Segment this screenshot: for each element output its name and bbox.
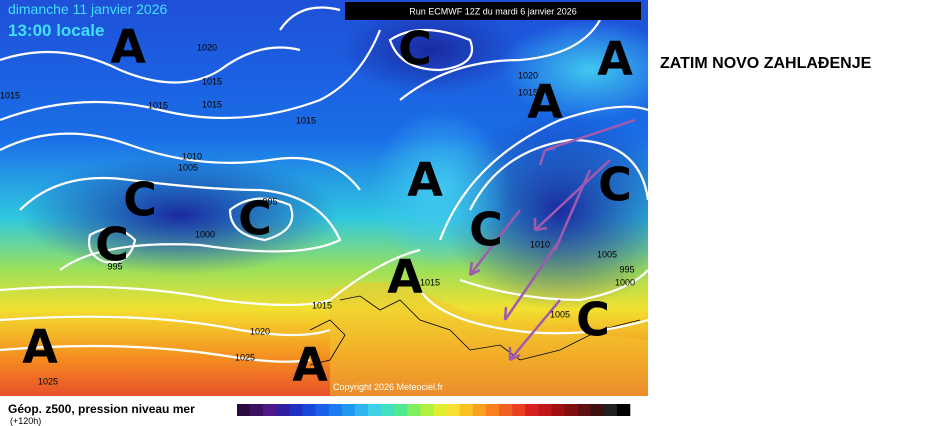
colorbar-swatch	[237, 404, 251, 416]
colorbar-swatch	[381, 404, 395, 416]
isobar-label: 995	[619, 264, 634, 274]
pressure-system: C	[123, 173, 157, 227]
run-box	[345, 2, 641, 20]
isobar-label: 1000	[615, 277, 635, 287]
colorbar-swatch	[485, 404, 500, 416]
colorbar-swatch	[512, 404, 526, 416]
colorbar-swatch	[446, 404, 460, 416]
colorbar-swatch	[603, 404, 618, 416]
pressure-system: A	[597, 32, 633, 86]
isobar-label: 1005	[597, 249, 617, 259]
colorbar-swatch	[420, 404, 434, 416]
isobar-label: 1020	[197, 42, 217, 52]
forecast-date: dimanche 11 janvier 2026	[8, 1, 168, 17]
isobar-label: 1020	[250, 326, 270, 336]
isobar-label: 1010	[530, 239, 550, 249]
pressure-system: A	[387, 250, 423, 304]
colorbar-swatch	[590, 404, 605, 416]
colorbar-swatch	[525, 404, 539, 416]
pressure-system: C	[469, 203, 503, 257]
lead-time: (+120h)	[10, 416, 41, 426]
pressure-system: A	[110, 20, 146, 74]
legend-title: Géop. z500, pression niveau mer	[8, 402, 195, 416]
colorbar-swatch	[459, 404, 474, 416]
colorbar-swatch	[263, 404, 277, 416]
pressure-system: A	[527, 75, 563, 129]
colorbar-swatch	[472, 404, 487, 416]
colorbar-swatch	[433, 404, 447, 416]
colorbar-swatch	[302, 404, 316, 416]
isobar-label: 1015	[202, 76, 222, 86]
colorbar-swatch	[341, 404, 356, 416]
colorbar-swatch	[315, 404, 329, 416]
isobar-label: 1015	[420, 277, 440, 287]
pressure-system: C	[95, 218, 129, 272]
pressure-system: C	[398, 22, 432, 76]
isobar-label: 1005	[178, 162, 198, 172]
colorbar-swatch	[354, 404, 369, 416]
colorbar-swatch	[328, 404, 343, 416]
colorbar-swatch	[368, 404, 382, 416]
isobar-labels: 1020101510151015101510151010100599510009…	[0, 42, 635, 386]
isobar-label: 1015	[518, 87, 538, 97]
pressure-system: C	[576, 293, 610, 347]
colorbar	[237, 404, 631, 416]
isobar-label: 1010	[182, 151, 202, 161]
isobar-label: 1025	[38, 376, 58, 386]
isobar-label: 1020	[518, 70, 538, 80]
colorbar-swatch	[616, 404, 631, 416]
forecast-time: 13:00 locale	[8, 21, 104, 40]
isobar-label: 1025	[235, 352, 255, 362]
colorbar-swatch	[289, 404, 303, 416]
isobar-label: 1015	[148, 100, 168, 110]
isobar-label: 1005	[550, 309, 570, 319]
isobar-label: 1015	[296, 115, 316, 125]
copyright: Copyright 2026 Meteociel.fr	[333, 382, 443, 392]
pressure-system: C	[238, 192, 272, 246]
colorbar-swatch	[564, 404, 578, 416]
colorbar-swatch	[407, 404, 421, 416]
annotation: ZATIM NOVO ZAHLAĐENJE	[660, 55, 872, 72]
pressure-system: A	[407, 153, 443, 207]
colorbar-swatch	[250, 404, 264, 416]
pressure-system: A	[292, 338, 328, 392]
isobar-label: 1000	[195, 229, 215, 239]
map: 1020101510151015101510151010100599510009…	[0, 0, 648, 396]
colorbar-swatch	[394, 404, 408, 416]
colorbar-swatch	[538, 404, 552, 416]
isobar-label: 1015	[312, 300, 332, 310]
pressure-system: A	[22, 320, 58, 374]
colorbar-swatch	[577, 404, 591, 416]
colorbar-swatch	[551, 404, 565, 416]
run-info: Run ECMWF 12Z du mardi 6 janvier 2026	[409, 6, 577, 16]
pressure-system: C	[598, 158, 632, 212]
isobar-label: 1015	[202, 99, 222, 109]
isobar-label: 1015	[0, 90, 20, 100]
colorbar-swatch	[276, 404, 290, 416]
isobar-label: 995	[262, 196, 277, 206]
isobar-label: 995	[107, 261, 122, 271]
colorbar-swatch	[499, 404, 513, 416]
